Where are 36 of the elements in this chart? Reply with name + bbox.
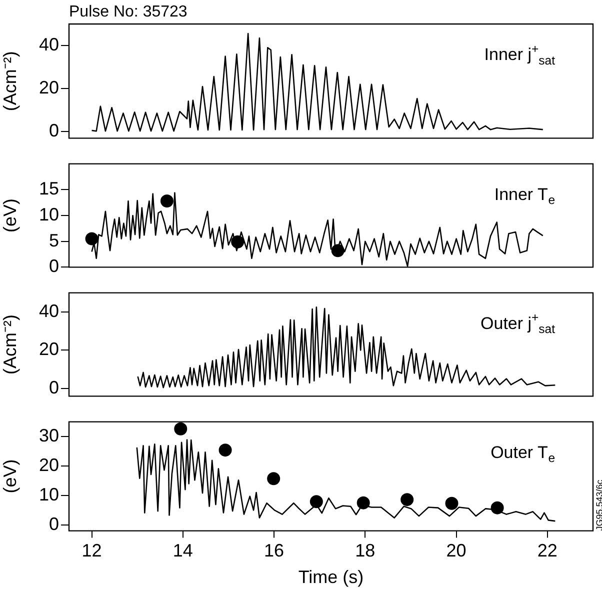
y-axis-title: (Acm⁻²): [0, 51, 20, 112]
y-tick-label: 0: [48, 514, 59, 534]
point: [85, 232, 98, 246]
point: [174, 422, 188, 436]
point: [400, 493, 414, 506]
y-tick-label: 40: [38, 34, 59, 55]
y-tick-label: 15: [38, 178, 59, 199]
y-tick-label: 40: [38, 300, 59, 321]
point: [160, 194, 174, 208]
y-tick-label: 30: [38, 426, 59, 446]
point: [445, 496, 458, 510]
y-tick-label: 20: [38, 78, 59, 98]
y-tick-label: 0: [48, 120, 59, 141]
point: [267, 472, 280, 486]
x-tick-label: 12: [82, 540, 102, 561]
y-tick-label: 20: [38, 454, 59, 475]
y-tick-label: 0: [48, 256, 59, 276]
x-axis-title: Time (s): [298, 567, 364, 588]
y-axis-title: (eV): [0, 198, 20, 233]
x-tick-label: 22: [537, 540, 558, 561]
point: [310, 495, 323, 508]
y-tick-label: 10: [38, 484, 59, 504]
x-tick-label: 18: [355, 540, 376, 561]
y-axis-title: (eV): [0, 459, 20, 494]
y-tick-label: 0: [48, 378, 59, 398]
y-tick-label: 10: [38, 204, 59, 224]
annotation: Outer j+sat: [480, 310, 556, 336]
x-tick-label: 20: [446, 540, 466, 561]
y-axis-title: (Acm⁻²): [0, 314, 20, 374]
point: [218, 444, 232, 457]
chart-title: Pulse No: 35723: [69, 3, 188, 20]
y-tick-label: 5: [48, 230, 59, 250]
y-tick-label: 20: [38, 339, 59, 360]
annotation: Inner j+sat: [484, 42, 556, 68]
x-tick-label: 16: [264, 540, 284, 561]
x-tick-label: 14: [172, 540, 193, 561]
